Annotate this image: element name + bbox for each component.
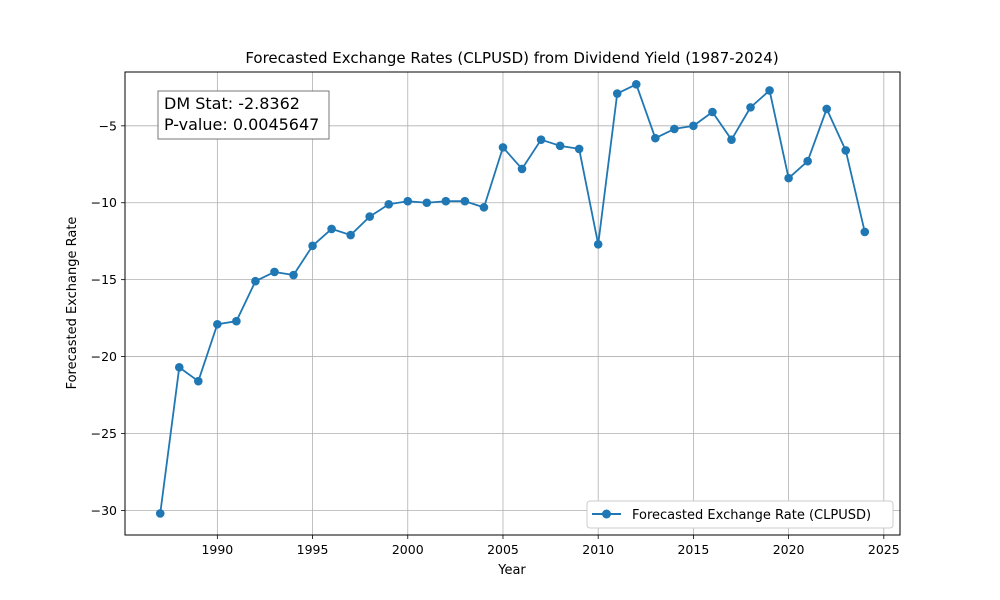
series-line [159, 83, 866, 514]
x-tick-label: 2015 [677, 542, 709, 557]
data-point [327, 224, 336, 234]
data-point [574, 144, 584, 154]
data-point [727, 135, 736, 144]
p-value-text: P-value: 0.0045647 [164, 115, 319, 134]
x-tick-label: 2010 [582, 542, 614, 557]
chart-title: Forecasted Exchange Rates (CLPUSD) from … [245, 49, 778, 67]
data-point [441, 196, 451, 206]
data-point [194, 376, 203, 386]
data-point [631, 80, 641, 89]
data-point [784, 173, 793, 183]
y-tick-label: −5 [99, 118, 117, 133]
data-point [384, 199, 394, 209]
data-point [746, 103, 755, 112]
data-point [860, 227, 870, 237]
data-point [460, 196, 470, 206]
x-tick-label: 2025 [868, 542, 900, 557]
x-tick-label: 2000 [392, 542, 424, 557]
data-point [174, 363, 184, 372]
data-point [422, 198, 432, 208]
data-point [822, 104, 831, 114]
grid-lines [125, 72, 900, 535]
x-axis-label: Year [497, 563, 526, 578]
series-group [155, 80, 870, 518]
data-point [479, 203, 489, 212]
plot-frame [124, 71, 901, 536]
legend: Forecasted Exchange Rate (CLPUSD) [586, 500, 894, 529]
data-point [708, 107, 717, 117]
y-tick-label: −15 [91, 272, 117, 287]
data-point [251, 276, 260, 286]
data-point [765, 86, 774, 95]
legend-box [586, 500, 894, 529]
data-point [270, 267, 279, 277]
data-point [536, 135, 546, 144]
y-tick-label: −25 [91, 426, 117, 441]
y-tick-label: −10 [91, 195, 117, 210]
data-point [517, 164, 527, 174]
data-point [346, 230, 355, 240]
data-point [213, 319, 222, 329]
annotation-box [157, 90, 330, 140]
data-point [308, 241, 317, 251]
data-point [498, 143, 508, 152]
legend-label: Forecasted Exchange Rate (CLPUSD) [632, 508, 871, 523]
data-point [403, 196, 413, 206]
x-tick-label: 2005 [487, 542, 519, 557]
data-point [612, 89, 622, 98]
y-axis-label: Forecasted Exchange Rate [65, 217, 80, 390]
x-tick-label: 2020 [773, 542, 805, 557]
x-tick-label: 1990 [201, 542, 233, 557]
y-tick-label: −30 [91, 503, 117, 518]
data-point [670, 124, 679, 134]
data-point [689, 121, 698, 131]
x-tick-label: 1995 [297, 542, 329, 557]
data-point [289, 270, 298, 280]
data-point [593, 239, 603, 249]
stats-annotation: DM Stat: -2.8362 P-value: 0.0045647 [157, 90, 330, 140]
data-point [555, 141, 565, 151]
data-point [155, 509, 165, 518]
data-point [232, 316, 241, 326]
data-point [651, 133, 660, 143]
axis-ticks: 1990 1995 2000 2005 2010 2015 2020 2025 −30 −25 −2… [91, 118, 900, 557]
data-point [841, 146, 851, 155]
y-tick-label: −20 [91, 349, 117, 364]
data-point [803, 156, 812, 166]
data-point [365, 212, 374, 221]
legend-marker-swatch [602, 509, 611, 519]
dm-stat-text: DM Stat: -2.8362 [164, 94, 300, 113]
